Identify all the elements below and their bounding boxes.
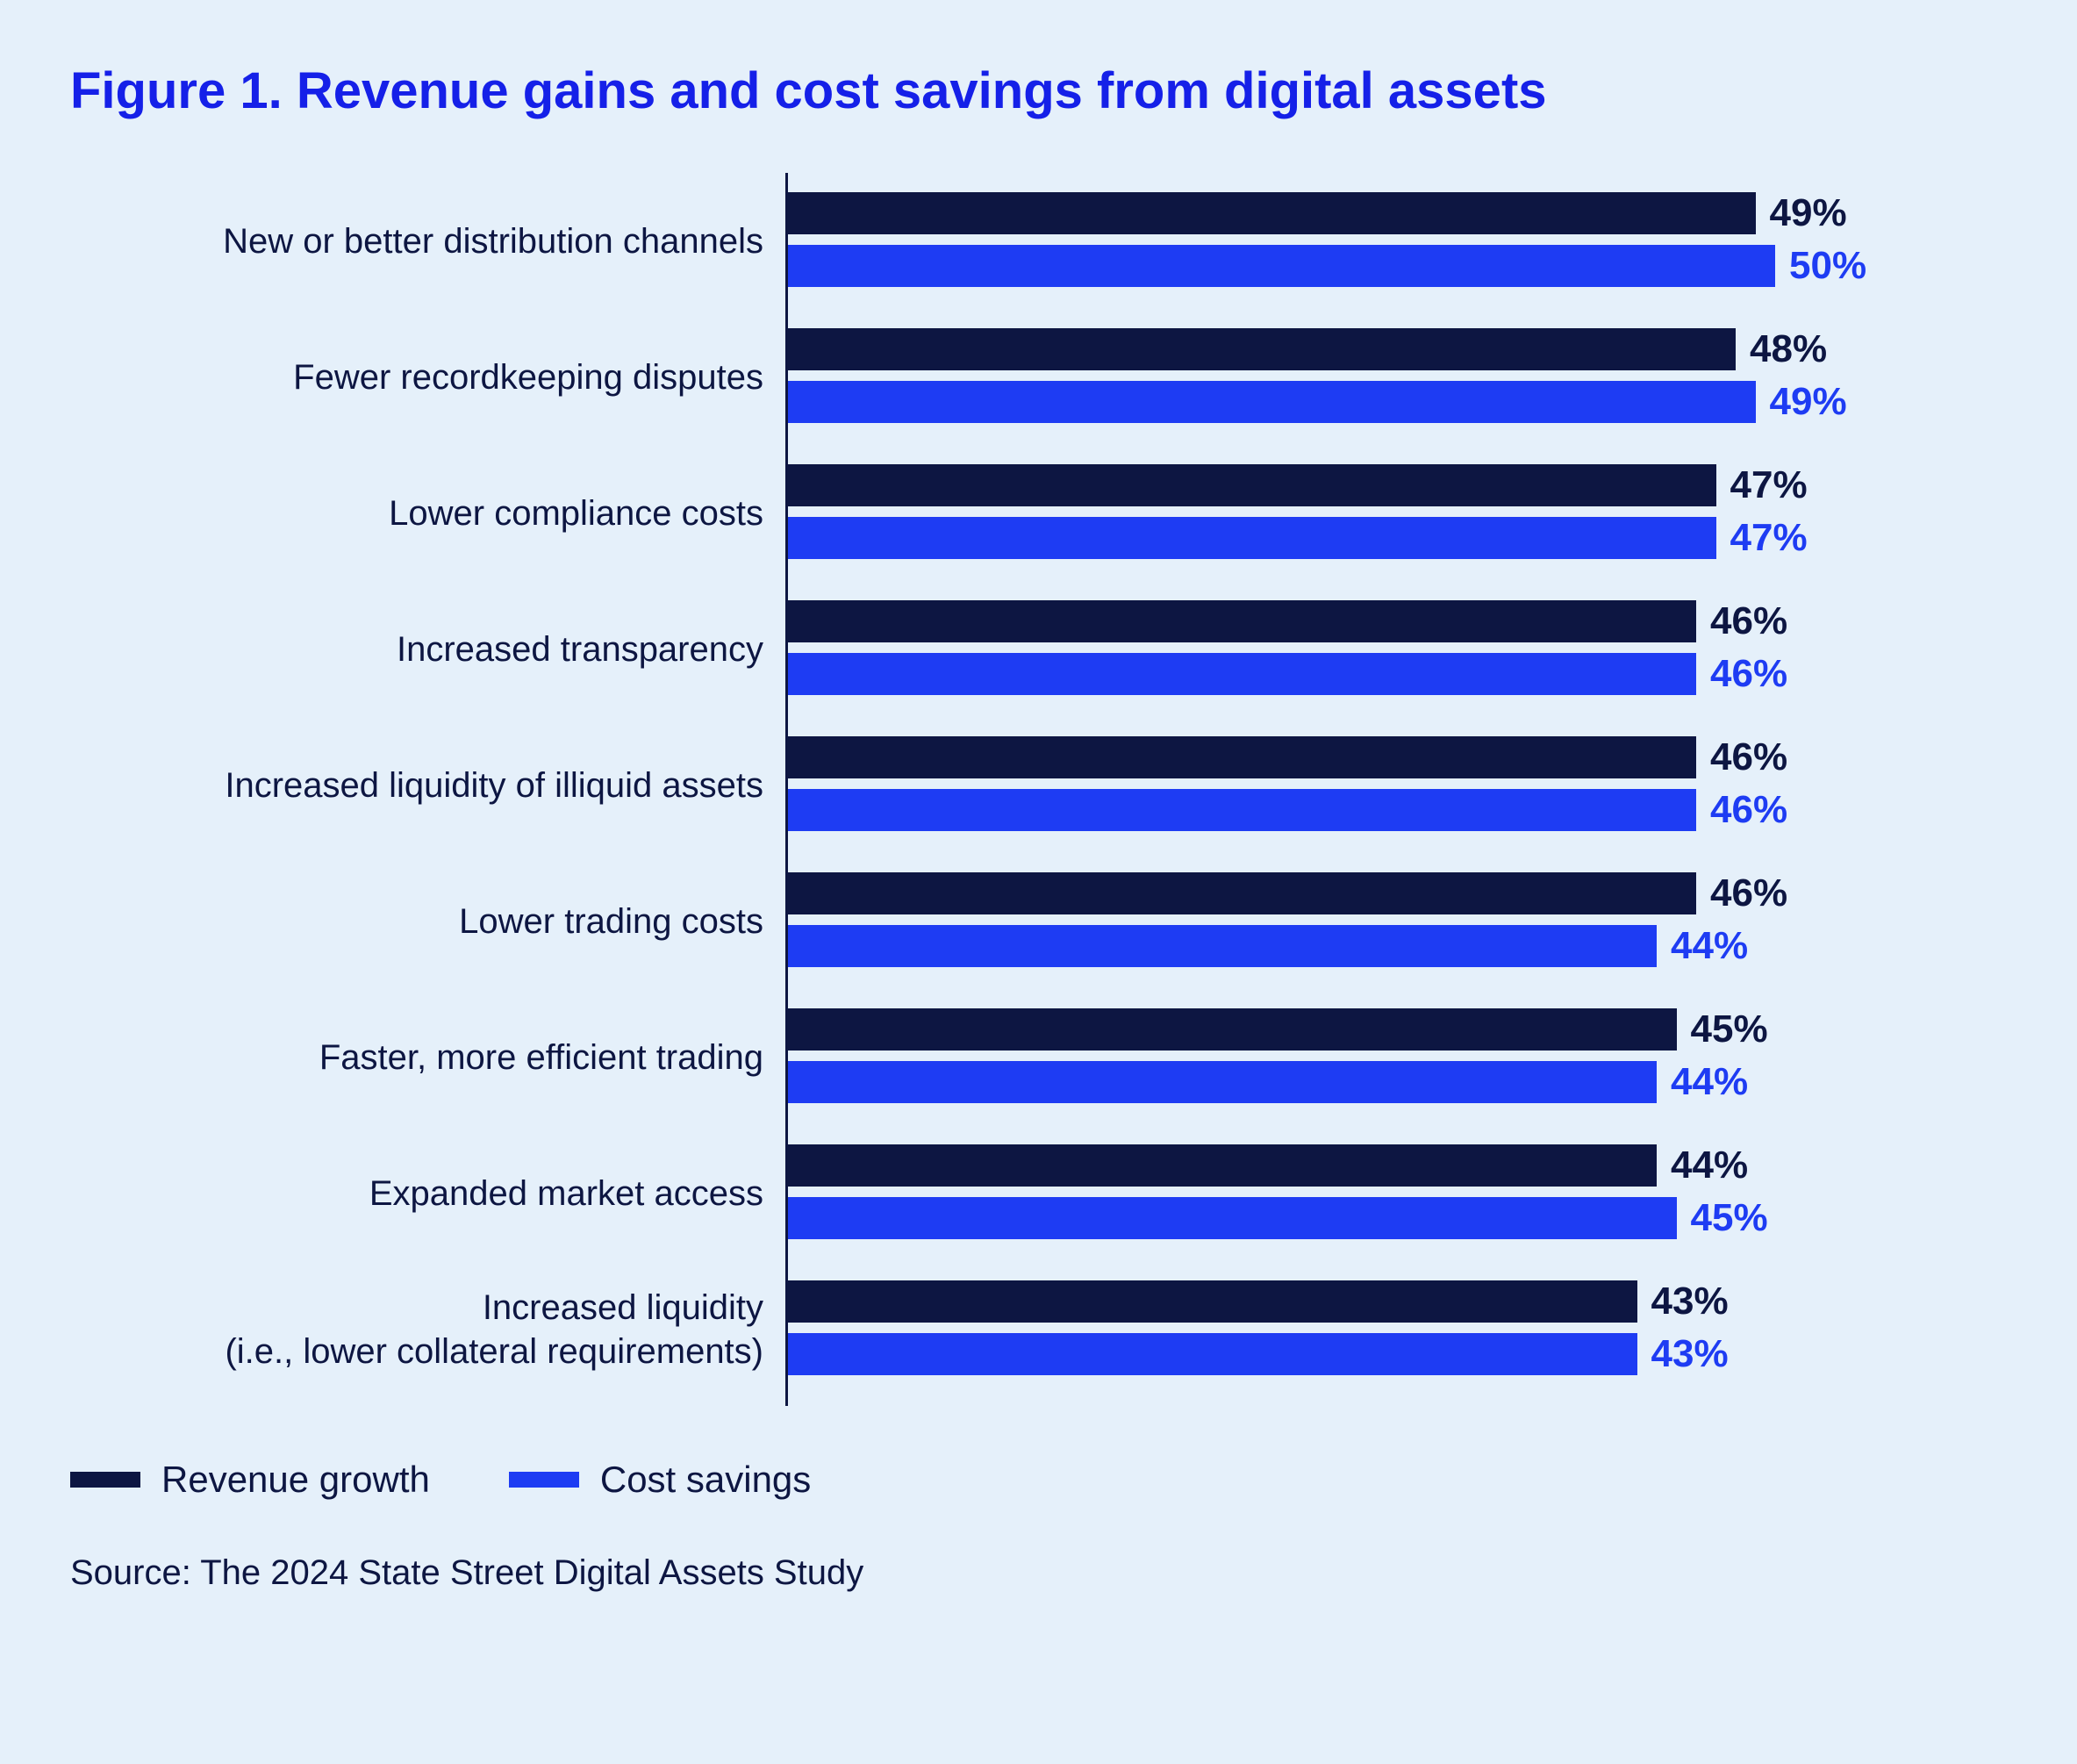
legend-item-cost: Cost savings: [509, 1459, 811, 1501]
bars-column: 49%50%48%49%47%47%46%46%46%46%46%44%45%4…: [785, 173, 2007, 1406]
category-label: New or better distribution channels: [223, 219, 763, 263]
bar-value-revenue: 46%: [1696, 600, 1787, 642]
bar-value-cost: 50%: [1775, 245, 1866, 287]
category-label: Expanded market access: [369, 1172, 763, 1215]
bar-cost: 46%: [788, 789, 1696, 831]
category-label-row: Increased transparency: [70, 581, 785, 717]
bar-wrap-revenue: 48%: [788, 328, 2007, 370]
bar-revenue: 46%: [788, 736, 1696, 778]
category-label-row: Increased liquidity (i.e., lower collate…: [70, 1261, 785, 1397]
bar-value-revenue: 46%: [1696, 736, 1787, 778]
bar-wrap-cost: 46%: [788, 789, 2007, 831]
legend-item-revenue: Revenue growth: [70, 1459, 430, 1501]
bar-value-revenue: 43%: [1637, 1280, 1729, 1323]
bar-revenue: 45%: [788, 1008, 1677, 1051]
bar-wrap-revenue: 43%: [788, 1280, 2007, 1323]
chart-title: Figure 1. Revenue gains and cost savings…: [70, 61, 2007, 120]
category-label: Lower compliance costs: [389, 491, 763, 535]
bar-revenue: 49%: [788, 192, 1756, 234]
bar-group: 43%43%: [788, 1261, 2007, 1397]
bar-cost: 45%: [788, 1197, 1677, 1239]
bar-value-revenue: 44%: [1657, 1144, 1748, 1187]
category-label-row: Fewer recordkeeping disputes: [70, 309, 785, 445]
bar-wrap-cost: 50%: [788, 245, 2007, 287]
bar-cost: 50%: [788, 245, 1775, 287]
category-label: Increased liquidity of illiquid assets: [225, 764, 763, 807]
bar-group: 46%46%: [788, 717, 2007, 853]
legend-swatch-revenue: [70, 1472, 140, 1488]
legend-label-revenue: Revenue growth: [161, 1459, 430, 1501]
bar-wrap-revenue: 47%: [788, 464, 2007, 506]
bar-value-revenue: 45%: [1677, 1008, 1768, 1051]
legend: Revenue growth Cost savings: [70, 1459, 2007, 1501]
figure-container: Figure 1. Revenue gains and cost savings…: [0, 0, 2077, 1764]
legend-swatch-cost: [509, 1472, 579, 1488]
bar-revenue: 47%: [788, 464, 1716, 506]
bar-value-cost: 44%: [1657, 925, 1748, 967]
bar-value-cost: 43%: [1637, 1333, 1729, 1375]
bar-group: 46%46%: [788, 581, 2007, 717]
category-label-row: Increased liquidity of illiquid assets: [70, 717, 785, 853]
bar-value-cost: 49%: [1756, 381, 1847, 423]
bar-revenue: 43%: [788, 1280, 1637, 1323]
bar-value-cost: 47%: [1716, 517, 1808, 559]
bar-value-revenue: 48%: [1736, 328, 1827, 370]
bar-cost: 44%: [788, 925, 1657, 967]
bar-cost: 47%: [788, 517, 1716, 559]
legend-label-cost: Cost savings: [600, 1459, 811, 1501]
bar-wrap-cost: 43%: [788, 1333, 2007, 1375]
bar-wrap-revenue: 49%: [788, 192, 2007, 234]
bar-wrap-cost: 44%: [788, 925, 2007, 967]
category-label-row: Lower trading costs: [70, 853, 785, 989]
category-label-row: Lower compliance costs: [70, 445, 785, 581]
bar-revenue: 48%: [788, 328, 1736, 370]
bar-revenue: 46%: [788, 600, 1696, 642]
bar-value-revenue: 49%: [1756, 192, 1847, 234]
source-text: Source: The 2024 State Street Digital As…: [70, 1553, 2007, 1593]
bar-wrap-cost: 46%: [788, 653, 2007, 695]
bar-cost: 44%: [788, 1061, 1657, 1103]
bar-group: 47%47%: [788, 445, 2007, 581]
bar-group: 48% 49%: [788, 309, 2007, 445]
bar-cost: 49%: [788, 381, 1756, 423]
bar-value-cost: 46%: [1696, 789, 1787, 831]
bar-value-cost: 46%: [1696, 653, 1787, 695]
bar-cost: 43%: [788, 1333, 1637, 1375]
bar-group: 45% 44%: [788, 989, 2007, 1125]
bar-wrap-cost: 49%: [788, 381, 2007, 423]
bar-group: 46% 44%: [788, 853, 2007, 989]
bar-value-cost: 44%: [1657, 1061, 1748, 1103]
bar-wrap-revenue: 46%: [788, 872, 2007, 914]
category-label: Lower trading costs: [459, 900, 763, 943]
bar-wrap-revenue: 44%: [788, 1144, 2007, 1187]
bar-revenue: 46%: [788, 872, 1696, 914]
bar-wrap-cost: 45%: [788, 1197, 2007, 1239]
category-label: Fewer recordkeeping disputes: [293, 355, 763, 399]
bar-revenue: 44%: [788, 1144, 1657, 1187]
bar-wrap-revenue: 46%: [788, 600, 2007, 642]
bar-group: 44% 45%: [788, 1125, 2007, 1261]
bar-cost: 46%: [788, 653, 1696, 695]
category-label-row: Expanded market access: [70, 1125, 785, 1261]
category-label: Faster, more efficient trading: [319, 1036, 763, 1079]
category-label: Increased transparency: [397, 627, 763, 671]
category-label-row: New or better distribution channels: [70, 173, 785, 309]
category-label-row: Faster, more efficient trading: [70, 989, 785, 1125]
category-label: Increased liquidity (i.e., lower collate…: [225, 1286, 763, 1373]
bar-value-cost: 45%: [1677, 1197, 1768, 1239]
bar-value-revenue: 46%: [1696, 872, 1787, 914]
bar-wrap-revenue: 45%: [788, 1008, 2007, 1051]
bar-value-revenue: 47%: [1716, 464, 1808, 506]
bar-group: 49% 50%: [788, 173, 2007, 309]
category-labels-column: New or better distribution channels Fewer…: [70, 173, 785, 1406]
bar-wrap-cost: 44%: [788, 1061, 2007, 1103]
bar-wrap-revenue: 46%: [788, 736, 2007, 778]
bar-wrap-cost: 47%: [788, 517, 2007, 559]
chart-area: New or better distribution channels Fewer…: [70, 173, 2007, 1406]
